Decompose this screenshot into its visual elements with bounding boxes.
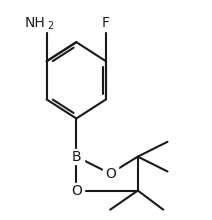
Text: O: O — [71, 183, 82, 198]
Text: B: B — [71, 150, 81, 164]
Bar — [33, 16, 60, 31]
Bar — [69, 183, 84, 198]
Text: F: F — [102, 16, 110, 30]
Text: 2: 2 — [48, 21, 54, 31]
Bar — [98, 16, 114, 31]
Bar — [103, 166, 118, 181]
Text: O: O — [105, 167, 116, 181]
Bar — [69, 149, 84, 164]
Text: NH: NH — [25, 16, 46, 30]
